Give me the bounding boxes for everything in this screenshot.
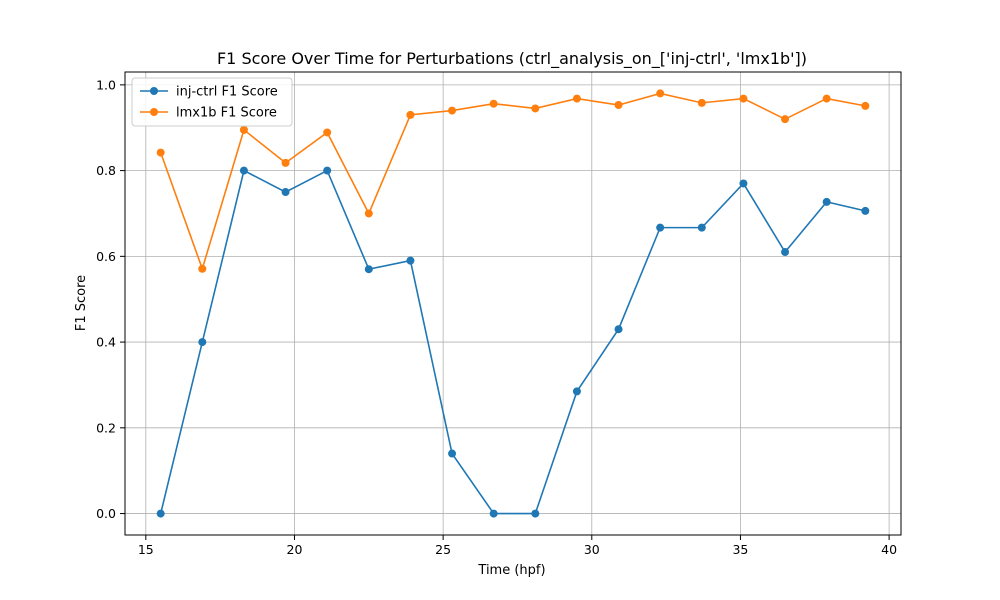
y-tick-label: 0.8 [96, 163, 116, 178]
legend: inj-ctrl F1 Score lmx1b F1 Score [131, 77, 293, 127]
data-point-series-0 [448, 449, 457, 458]
data-point-series-0 [489, 509, 498, 518]
data-point-series-1 [406, 110, 415, 119]
plot-frame [124, 71, 902, 536]
legend-label-lmx1b: lmx1b F1 Score [176, 106, 277, 121]
x-tick-label: 35 [732, 542, 748, 557]
y-tick-label: 0.2 [96, 420, 116, 435]
data-point-series-0 [239, 166, 248, 175]
data-point-series-0 [572, 387, 581, 396]
data-point-series-1 [861, 101, 870, 110]
x-tick-label: 25 [435, 542, 451, 557]
data-point-series-0 [323, 166, 332, 175]
series-layer [156, 89, 870, 518]
data-point-series-0 [781, 248, 790, 257]
data-point-series-1 [489, 99, 498, 108]
data-point-series-1 [239, 125, 248, 134]
data-point-series-0 [281, 188, 290, 197]
legend-marker-inj-ctrl [150, 87, 158, 95]
data-point-series-0 [739, 179, 748, 188]
chart-title: F1 Score Over Time for Perturbations (ct… [217, 49, 807, 69]
data-point-series-1 [281, 158, 290, 167]
data-point-series-1 [572, 94, 581, 103]
data-point-series-1 [822, 94, 831, 103]
data-point-series-0 [198, 338, 207, 347]
x-tick-label: 20 [287, 542, 303, 557]
legend-marker-lmx1b [150, 108, 158, 116]
data-point-series-0 [156, 509, 165, 518]
data-point-series-0 [364, 265, 373, 274]
x-tick-label: 15 [138, 542, 154, 557]
legend-label-inj-ctrl: inj-ctrl F1 Score [176, 85, 278, 100]
data-point-series-1 [781, 115, 790, 124]
grid [125, 72, 901, 535]
data-point-series-1 [323, 128, 332, 137]
data-point-series-1 [656, 89, 665, 98]
legend-box [131, 77, 293, 127]
x-tick-label: 30 [584, 542, 600, 557]
data-point-series-1 [531, 104, 540, 113]
x-axis-label: Time (hpf) [477, 563, 545, 578]
data-point-series-1 [448, 106, 457, 115]
data-point-series-0 [531, 509, 540, 518]
y-tick-label: 1.0 [96, 77, 116, 92]
series-line-1 [159, 92, 866, 272]
x-axis: 15 20 25 30 35 40 [138, 535, 897, 557]
y-tick-label: 0.0 [96, 506, 116, 521]
series-line-0 [159, 169, 866, 515]
data-point-series-1 [614, 101, 623, 110]
data-point-series-1 [156, 148, 165, 157]
data-point-series-0 [656, 223, 665, 232]
y-tick-label: 0.4 [96, 335, 116, 350]
data-point-series-1 [697, 98, 706, 107]
data-point-series-1 [739, 94, 748, 103]
y-axis-label: F1 Score [74, 275, 89, 331]
data-point-series-0 [406, 256, 415, 265]
x-tick-label: 40 [881, 542, 897, 557]
data-point-series-0 [822, 197, 831, 206]
data-point-series-0 [697, 223, 706, 232]
data-point-series-0 [861, 206, 870, 215]
data-point-series-1 [198, 264, 207, 273]
y-axis: 0.0 0.2 0.4 0.6 0.8 1.0 [96, 77, 125, 521]
data-point-series-1 [364, 209, 373, 218]
y-tick-label: 0.6 [96, 249, 116, 264]
data-point-series-0 [614, 325, 623, 334]
